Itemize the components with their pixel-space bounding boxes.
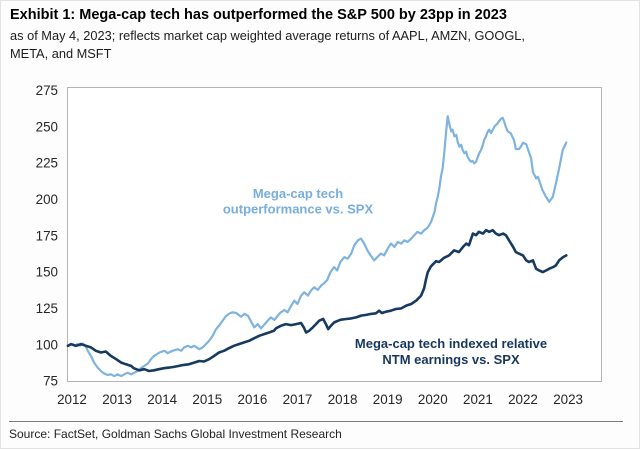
x-axis-tick-label: 2015 — [192, 392, 222, 407]
light-series-label-line2: outperformance vs. SPX — [223, 202, 374, 217]
y-axis-tick-label: 275 — [36, 83, 58, 98]
source-text: Source: FactSet, Goldman Sachs Global In… — [9, 427, 342, 441]
x-axis-tick-label: 2014 — [147, 392, 177, 407]
navy-series-label-line2: NTM earnings vs. SPX — [382, 352, 520, 367]
y-axis-tick-label: 250 — [36, 119, 58, 134]
y-axis-tick-label: 75 — [43, 374, 58, 389]
footer-divider — [9, 421, 623, 422]
x-axis-tick-label: 2019 — [373, 392, 403, 407]
navy-series-label-line1: Mega-cap tech indexed relative — [355, 336, 547, 351]
x-axis-tick-label: 2021 — [463, 392, 493, 407]
x-axis-tick-label: 2013 — [102, 392, 132, 407]
x-axis-tick-label: 2017 — [283, 392, 313, 407]
exhibit-subtitle-line1: as of May 4, 2023; reflects market cap w… — [10, 28, 525, 43]
exhibit-title: Exhibit 1: Mega-cap tech has outperforme… — [10, 7, 507, 23]
x-axis-tick-label: 2022 — [508, 392, 538, 407]
series-line-megacap-ntm-earnings — [66, 228, 568, 373]
y-axis-tick-label: 225 — [36, 156, 58, 171]
y-axis-tick-label: 150 — [36, 265, 58, 280]
light-series-label-line1: Mega-cap tech — [253, 186, 343, 201]
y-axis-tick-label: 200 — [36, 192, 58, 207]
y-axis-tick-label: 100 — [36, 337, 58, 352]
x-axis-tick-label: 2020 — [418, 392, 448, 407]
exhibit-subtitle-line2: META, and MSFT — [10, 46, 112, 61]
x-axis-tick-label: 2023 — [553, 392, 583, 407]
x-axis-tick-label: 2018 — [328, 392, 358, 407]
series-line-megacap-outperformance — [66, 115, 568, 378]
x-axis-tick-label: 2016 — [238, 392, 268, 407]
x-axis-tick-label: 2012 — [57, 392, 87, 407]
y-axis-tick-label: 125 — [36, 301, 58, 316]
y-axis-tick-label: 175 — [36, 228, 58, 243]
